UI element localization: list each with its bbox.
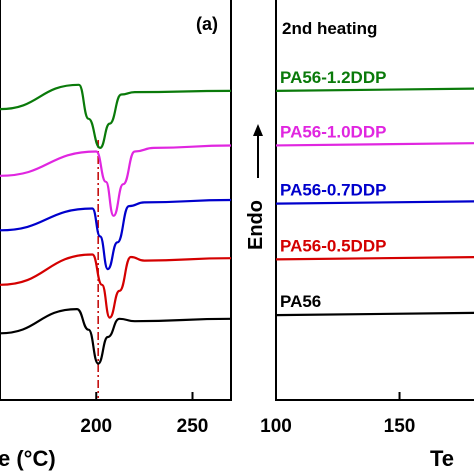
left-x-tick-label-200: 200 (80, 416, 112, 437)
series-label-2: PA56-0.7DDP (280, 181, 386, 200)
y-axis-label: Endo (245, 200, 267, 250)
right-plot-frame (275, 0, 474, 401)
right-panel: 100 150 PA56-1.2DDP PA56-1.0DDP PA56-0.7DDP… (245, 0, 474, 471)
right-series-line-4 (275, 311, 474, 317)
series-label-3: PA56-0.5DDP (280, 236, 386, 255)
right-series-line-1 (275, 142, 474, 147)
right-x-tick-label-150: 150 (384, 416, 416, 437)
left-x-tick-label-250: 250 (177, 416, 209, 437)
series-label-0: PA56-1.2DDP (280, 68, 386, 87)
right-x-tick-label-100: 100 (260, 416, 292, 437)
right-series-line-3 (275, 256, 474, 261)
endo-arrow (253, 124, 263, 178)
series-label-4: PA56 (280, 292, 321, 311)
panel-label: (a) (196, 14, 218, 34)
left-x-axis-label: e (°C) (0, 446, 56, 471)
left-series-line-0 (0, 307, 232, 365)
left-series-line-3 (0, 144, 232, 217)
left-panel: 200 250 (a) e (°C) (0, 0, 232, 471)
left-series-line-4 (0, 83, 232, 150)
right-series-line-0 (275, 87, 474, 93)
right-series-line-2 (275, 200, 474, 205)
left-series-line-2 (0, 198, 232, 271)
series-label-1: PA56-1.0DDP (280, 122, 386, 141)
right-x-axis-label: Te (430, 446, 454, 471)
left-series-line-1 (0, 253, 232, 319)
heating-annotation: 2nd heating (282, 19, 377, 38)
